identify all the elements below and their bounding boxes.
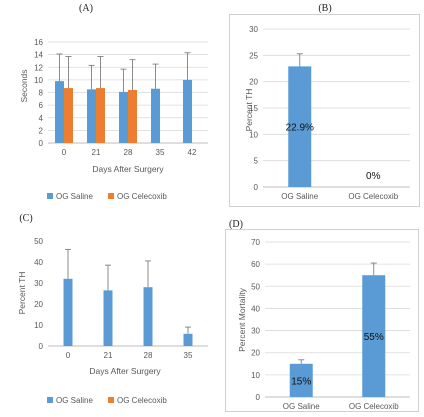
- x-tick-label: 21: [92, 148, 101, 157]
- data-label: 22.9%: [286, 123, 314, 134]
- y-tick-label: 2: [39, 126, 44, 135]
- panel-c-letter: (C): [19, 213, 32, 224]
- bar: [183, 79, 192, 143]
- x-tick-label: 28: [124, 148, 133, 157]
- y-tick-label: 8: [39, 89, 44, 98]
- x-tick-label: 28: [144, 351, 153, 360]
- y-tick-label: 12: [34, 63, 43, 72]
- data-label: 0%: [366, 171, 381, 182]
- y-tick-label: 4: [39, 114, 44, 123]
- x-tick-label: OG Saline: [281, 192, 318, 201]
- panel-b-y-axis-title: Percent TH: [244, 89, 254, 132]
- y-tick-label: 30: [249, 25, 258, 34]
- x-tick-label: 35: [156, 148, 165, 157]
- bar: [87, 89, 96, 143]
- bar: [183, 333, 193, 346]
- bar: [362, 275, 386, 397]
- legend-label-celecoxib: OG Celecoxib: [117, 192, 167, 201]
- legend-swatch-celecoxib: [108, 193, 114, 199]
- y-tick-label: 50: [34, 237, 43, 246]
- y-tick-label: 5: [254, 157, 259, 166]
- x-tick-label: 42: [188, 148, 197, 157]
- y-tick-label: 0: [254, 183, 259, 192]
- y-tick-label: 15: [249, 104, 258, 113]
- panel-b-frame: [229, 14, 420, 207]
- bar: [289, 363, 313, 397]
- legend-swatch-saline: [47, 193, 53, 199]
- y-tick-label: 20: [34, 300, 43, 309]
- y-tick-label: 70: [251, 238, 260, 247]
- panel-a-y-axis-title: Seconds: [19, 69, 29, 102]
- bar: [96, 88, 105, 143]
- panel-d-frame: [225, 229, 419, 412]
- bar: [128, 89, 137, 143]
- plot-layer: 0 2 4 6 8 10 12 14 16 0 21 28 35 42 0 5 10 15 20 25 30 OG Sal…: [34, 25, 410, 411]
- y-tick-label: 50: [251, 282, 260, 291]
- panel-b-letter: (B): [318, 3, 331, 14]
- chart-panel-d: 0 10 20 30 40 50 60 70 OG Saline OG Celecoxib 15% 5…: [251, 238, 410, 411]
- y-tick-label: 6: [39, 101, 44, 110]
- bar: [63, 278, 73, 346]
- y-tick-label: 10: [34, 321, 43, 330]
- legend-swatch-saline: [47, 397, 53, 403]
- y-tick-label: 14: [34, 51, 43, 60]
- bar: [119, 91, 128, 143]
- x-tick-label: 0: [62, 148, 67, 157]
- bar: [103, 290, 113, 346]
- chart-panel-b: 0 5 10 15 20 25 30 OG Saline OG Celecoxib 22.9% 0%: [249, 25, 410, 201]
- y-tick-label: 0: [256, 393, 261, 402]
- bar: [64, 88, 73, 143]
- x-tick-label: 21: [104, 351, 113, 360]
- y-tick-label: 40: [34, 258, 43, 267]
- bar: [55, 81, 64, 143]
- bar: [151, 88, 160, 143]
- y-tick-label: 25: [249, 51, 258, 60]
- x-tick-label: 0: [66, 351, 71, 360]
- y-tick-label: 30: [251, 327, 260, 336]
- panel-c-legend: OG Saline OG Celecoxib: [47, 396, 167, 405]
- panel-a-legend: OG Saline OG Celecoxib: [47, 192, 167, 201]
- panel-a-x-axis-title: Days After Surgery: [92, 164, 164, 174]
- y-tick-label: 16: [34, 38, 43, 47]
- x-tick-label: OG Saline: [283, 402, 320, 411]
- x-tick-label: 35: [184, 351, 193, 360]
- y-tick-label: 0: [39, 139, 44, 148]
- panel-a-letter: (A): [79, 3, 93, 14]
- y-tick-label: 20: [251, 349, 260, 358]
- y-tick-label: 10: [34, 76, 43, 85]
- panel-c-y-axis-title: Percent TH: [17, 272, 27, 315]
- data-label: 55%: [364, 332, 384, 343]
- y-tick-label: 40: [251, 304, 260, 313]
- panel-d-y-axis-title: Percent Mortality: [237, 287, 247, 352]
- x-tick-label: OG Celecoxib: [349, 402, 399, 411]
- panel-d-letter: (D): [229, 219, 243, 230]
- y-tick-label: 10: [249, 130, 258, 139]
- x-tick-label: OG Celecoxib: [348, 192, 398, 201]
- data-label: 15%: [291, 376, 311, 387]
- legend-label-celecoxib: OG Celecoxib: [117, 396, 167, 405]
- bar: [288, 66, 312, 187]
- chart-panel-c: 0 10 20 30 40 50 0 21 28 35: [34, 237, 208, 360]
- y-tick-label: 60: [251, 260, 260, 269]
- legend-label-saline: OG Saline: [56, 396, 93, 405]
- panel-c-x-axis-title: Days After Surgery: [89, 366, 161, 376]
- y-tick-label: 30: [34, 279, 43, 288]
- y-tick-label: 0: [39, 342, 44, 351]
- y-tick-label: 20: [249, 78, 258, 87]
- y-tick-label: 10: [251, 371, 260, 380]
- chart-panel-a: 0 2 4 6 8 10 12 14 16 0 21 28 35 42: [34, 38, 208, 157]
- legend-swatch-celecoxib: [108, 397, 114, 403]
- legend-label-saline: OG Saline: [56, 192, 93, 201]
- bar: [143, 287, 153, 346]
